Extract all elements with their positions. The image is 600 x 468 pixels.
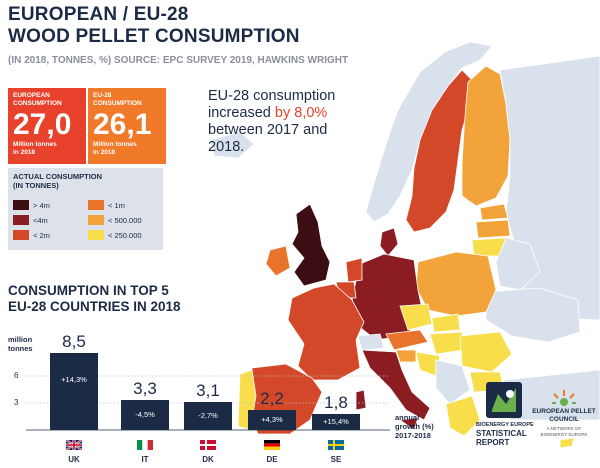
legend-label: < 500.000 bbox=[108, 216, 142, 225]
bioenergy-emblem-icon bbox=[486, 382, 522, 418]
legend-title: ACTUAL CONSUMPTION (IN TONNES) bbox=[13, 172, 103, 190]
map-country-austria bbox=[385, 329, 429, 351]
map-country-finland bbox=[461, 65, 511, 207]
map-country-latvia bbox=[475, 219, 511, 239]
map-country-sicily bbox=[398, 417, 419, 431]
stat-value: 27,0 bbox=[13, 108, 72, 141]
title-line-1: EUROPEAN / EU-28 bbox=[8, 4, 189, 25]
page-subtitle: (IN 2018, TONNES, %) SOURCE: EPC SURVEY … bbox=[8, 55, 349, 66]
y-tick-label: 3 bbox=[14, 398, 19, 407]
bar-se bbox=[312, 414, 360, 430]
legend-label: <4m bbox=[33, 216, 48, 225]
map-country-balkans bbox=[435, 359, 471, 405]
growth-callout: EU-28 consumption increased by 8,0% betw… bbox=[208, 88, 336, 155]
bar-growth-label: +4,3% bbox=[261, 415, 283, 424]
stat-value: 26,1 bbox=[93, 108, 152, 141]
legend-swatch bbox=[13, 200, 29, 210]
legend-label: < 250.000 bbox=[108, 231, 142, 240]
stat-unit: Million tonnes in 2018 bbox=[13, 141, 57, 156]
bar-de bbox=[248, 410, 296, 430]
bar-value-label: 2,2 bbox=[260, 389, 284, 408]
map-country-uk bbox=[291, 203, 331, 287]
bar-growth-label: +15,4% bbox=[323, 417, 349, 426]
country-label: SE bbox=[330, 455, 342, 464]
bar-value-label: 8,5 bbox=[62, 332, 86, 351]
stat-label: EU-28 CONSUMPTION bbox=[93, 92, 142, 107]
eu28-consumption-box: EU-28 CONSUMPTION 26,1 Million tonnes in 2… bbox=[88, 88, 166, 164]
country-label: UK bbox=[68, 455, 80, 464]
stat-unit: Million tonnes in 2018 bbox=[93, 141, 137, 156]
bioenergy-statistical-report-logo: BIOENERGY EUROPE STATISTICAL REPORT bbox=[476, 380, 534, 460]
country-label: DE bbox=[266, 455, 278, 464]
legend-swatch bbox=[88, 230, 104, 240]
map-legend: ACTUAL CONSUMPTION (IN TONNES) > 4m <4m <… bbox=[8, 168, 163, 250]
map-country-denmark bbox=[379, 227, 399, 257]
map-country-greece bbox=[445, 395, 481, 437]
legend-swatch bbox=[88, 215, 104, 225]
bar-growth-label: -4,5% bbox=[135, 410, 155, 419]
pellet-council-sun-icon bbox=[552, 390, 576, 406]
map-country-iceland bbox=[209, 131, 255, 159]
page-title: EUROPEAN / EU-28 WOOD PELLET CONSUMPTION bbox=[8, 4, 300, 48]
bar-it bbox=[121, 400, 169, 430]
country-label: DK bbox=[202, 455, 214, 464]
map-country-estonia bbox=[479, 203, 509, 221]
growth-highlight: by 8,0% bbox=[274, 105, 328, 121]
map-country-slovakia bbox=[431, 313, 461, 333]
bar-value-label: 3,3 bbox=[133, 379, 157, 398]
bar-dk bbox=[184, 402, 232, 430]
bar-uk bbox=[50, 353, 98, 430]
stat-label: EUROPEAN CONSUMPTION bbox=[13, 92, 62, 107]
bar-value-label: 3,1 bbox=[196, 381, 220, 400]
bar-value-label: 1,8 bbox=[324, 393, 348, 412]
legend-label: < 2m bbox=[33, 231, 50, 240]
map-country-italy bbox=[361, 349, 431, 421]
growth-axis-label: annual growth (%) 2017-2018 bbox=[395, 413, 434, 440]
chart-y-axis-label: million tonnes bbox=[8, 335, 33, 353]
map-country-sardinia bbox=[355, 389, 367, 411]
european-pellet-council-logo: EUROPEAN PELLET COUNCIL A NETWORK OF BIO… bbox=[530, 388, 598, 448]
bar-growth-label: +14,3% bbox=[61, 375, 87, 384]
legend-swatch bbox=[13, 230, 29, 240]
chart-title: CONSUMPTION IN TOP 5 EU-28 COUNTRIES IN … bbox=[8, 283, 181, 314]
title-line-2: WOOD PELLET CONSUMPTION bbox=[8, 26, 300, 47]
country-label: IT bbox=[141, 455, 149, 464]
map-country-ukraine bbox=[485, 287, 581, 343]
map-country-france bbox=[287, 283, 365, 381]
map-country-poland bbox=[415, 251, 497, 317]
legend-label: < 1m bbox=[108, 201, 125, 210]
european-consumption-box: EUROPEAN CONSUMPTION 27,0 Million tonnes i… bbox=[8, 88, 86, 164]
map-country-romania bbox=[459, 331, 513, 373]
map-country-sweden bbox=[405, 69, 473, 233]
map-country-netherlands bbox=[345, 257, 363, 283]
y-tick-label: 6 bbox=[14, 371, 19, 380]
bar-growth-label: -2,7% bbox=[198, 411, 218, 420]
legend-label: > 4m bbox=[33, 201, 50, 210]
map-country-ireland bbox=[265, 245, 291, 277]
map-country-czechia bbox=[399, 303, 433, 331]
legend-swatch bbox=[13, 215, 29, 225]
map-country-cyprus bbox=[559, 437, 575, 449]
map-country-switzerland bbox=[357, 333, 385, 351]
legend-swatch bbox=[88, 200, 104, 210]
map-country-slovenia bbox=[395, 349, 417, 363]
